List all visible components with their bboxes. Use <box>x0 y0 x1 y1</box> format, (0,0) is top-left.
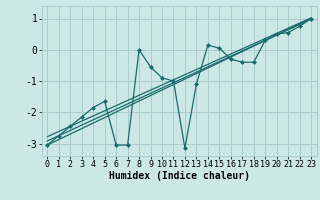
X-axis label: Humidex (Indice chaleur): Humidex (Indice chaleur) <box>109 171 250 181</box>
